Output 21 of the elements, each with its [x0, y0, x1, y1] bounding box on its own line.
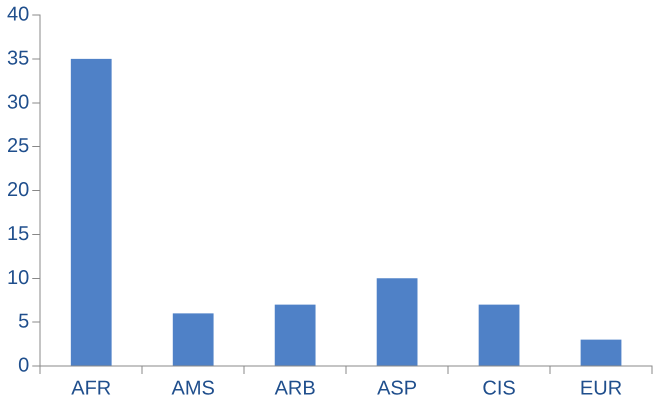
- y-tick-label: 15: [6, 222, 30, 245]
- y-tick-label: 0: [18, 354, 30, 377]
- bar: [70, 58, 112, 366]
- y-tick-label: 20: [6, 179, 30, 202]
- x-tick-label: AFR: [71, 378, 112, 400]
- bar: [376, 278, 418, 366]
- bar: [274, 304, 316, 366]
- bar: [478, 304, 520, 366]
- bar: [580, 340, 622, 366]
- x-tick-label: CIS: [482, 378, 516, 400]
- x-tick-label: AMS: [172, 378, 215, 400]
- y-tick-label: 35: [6, 47, 30, 70]
- y-tick-label: 30: [6, 91, 30, 114]
- bar: [172, 313, 214, 366]
- x-tick-label: ASP: [377, 378, 418, 400]
- x-tick-label: EUR: [580, 378, 622, 400]
- y-tick-label: 5: [18, 310, 30, 333]
- x-tick-label: ARB: [274, 378, 316, 400]
- y-tick-label: 40: [6, 4, 30, 26]
- y-tick-label: 25: [6, 135, 30, 158]
- y-tick-label: 10: [6, 266, 30, 289]
